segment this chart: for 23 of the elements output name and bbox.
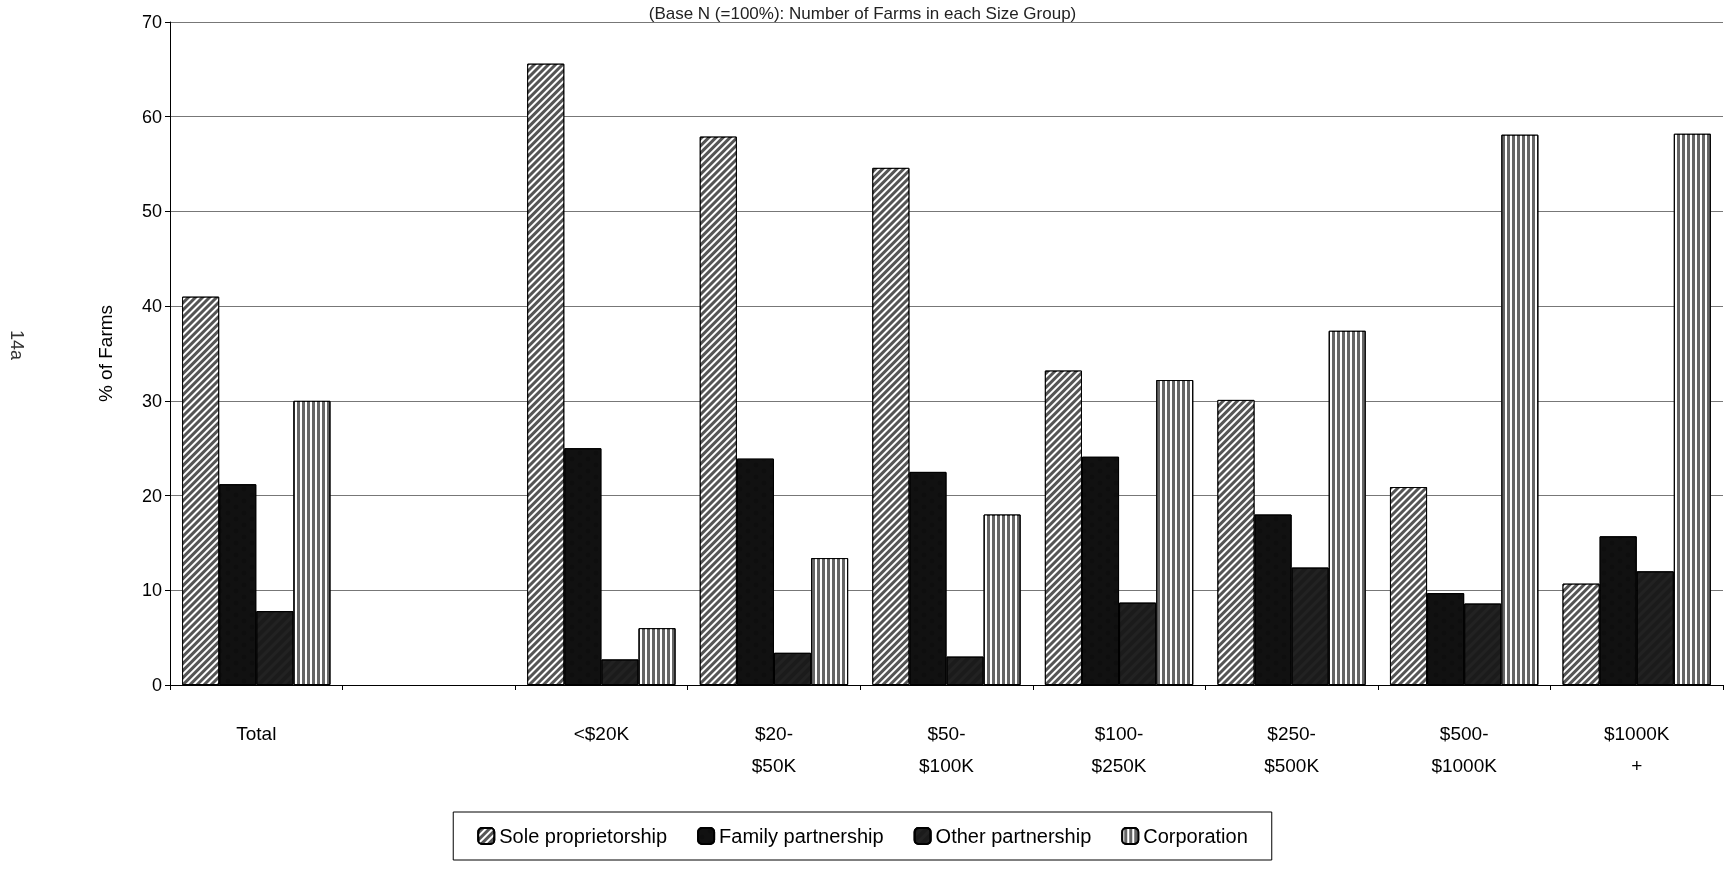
y-tick-label: 10	[141, 580, 162, 601]
legend-label: Corporation	[1143, 825, 1248, 847]
x-tick-label: <$20K	[573, 722, 630, 744]
y-axis-title: % of Farms	[95, 304, 116, 403]
chart-title: (Base N (=100%): Number of Farms in each Size Group)	[648, 4, 1077, 23]
x-tick-label: $100- $250K	[1091, 722, 1147, 776]
y-tick-label: 50	[141, 201, 162, 222]
y-tick-label: 70	[141, 12, 162, 32]
y-tick-label: 20	[141, 485, 162, 506]
x-tick-label: $250- $500K	[1264, 722, 1320, 776]
y-tick-label: 30	[141, 390, 162, 411]
text: 14a	[7, 330, 27, 362]
y-tick-label: 40	[141, 296, 162, 317]
legend-label: Other partnership	[935, 825, 1092, 847]
legend-label: Sole proprietorship	[499, 825, 668, 847]
x-tick-label: $500- $1000K	[1431, 722, 1498, 776]
x-tick-label: $20- $50K	[751, 722, 797, 776]
legend-label: Family partnership	[719, 825, 884, 847]
y-tick-label: 0	[151, 675, 162, 695]
y-tick-label: 60	[141, 106, 162, 127]
x-tick-label: Total	[236, 722, 277, 744]
x-tick-label: $1000K +	[1603, 722, 1670, 776]
x-tick-label: $50- $100K	[919, 722, 975, 776]
